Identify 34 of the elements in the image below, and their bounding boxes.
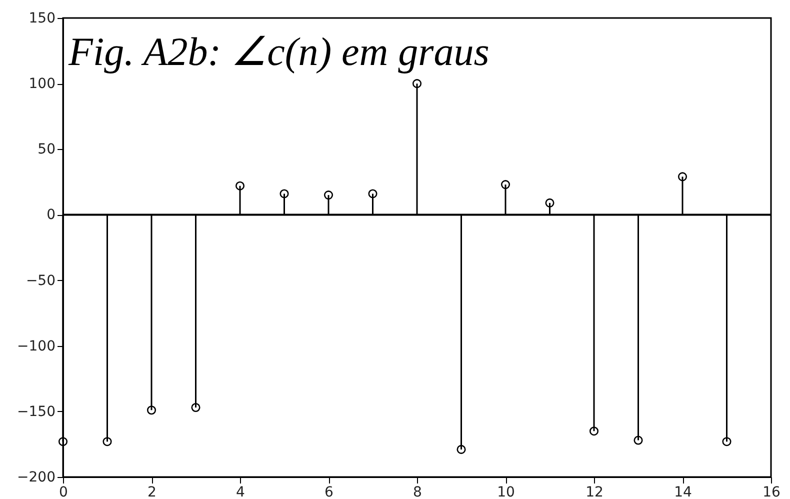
point [191,402,200,412]
point [368,189,378,198]
y-tick-label: 150 [28,10,56,26]
point [722,437,732,446]
x-tick-label: 6 [324,484,334,499]
x-tick-label: 14 [674,484,692,499]
point [146,406,156,415]
point [102,437,112,446]
point [456,444,466,454]
y-tick-label: 100 [28,76,56,92]
y-tick-label: 0 [46,207,56,224]
point [634,436,643,445]
point [545,198,554,208]
x-tick-label: 4 [236,484,246,499]
x-tick-label: 0 [59,484,68,499]
point [58,437,68,446]
point [235,181,245,190]
y-tick-label: −50 [26,272,56,289]
chart-title: Fig. A2b: ∠c(n) em graus [68,29,490,74]
point [280,189,289,198]
y-tick-label: −150 [17,404,56,420]
x-tick-label: 12 [586,484,604,499]
x-tick-label: 2 [148,484,156,499]
point [500,180,510,190]
x-tick-label: 8 [413,484,422,499]
x-tick-label: 16 [762,484,780,499]
y-tick-label: −200 [17,470,56,486]
point [589,426,599,436]
point [678,172,688,182]
x-tick-label: 10 [497,484,515,499]
y-tick-label: −100 [17,338,56,354]
point [324,190,334,200]
y-tick-label: 50 [38,142,56,158]
point [412,79,422,88]
